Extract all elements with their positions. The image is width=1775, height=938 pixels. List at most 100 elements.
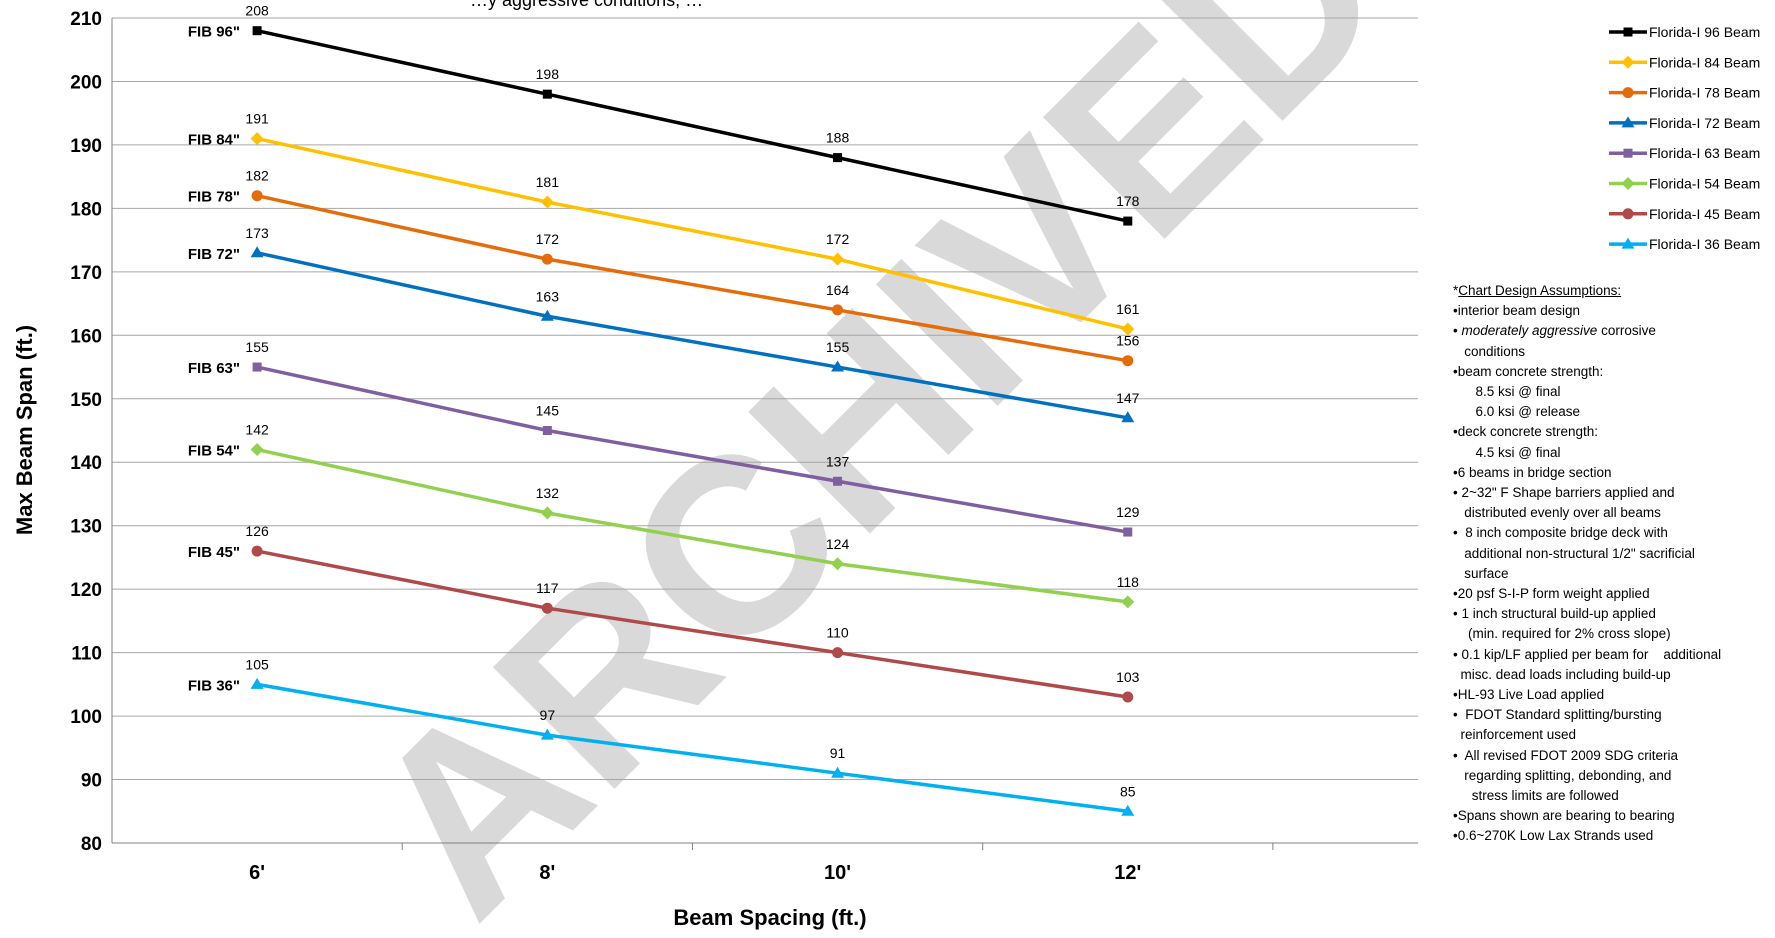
series-line — [256, 365, 1129, 534]
data-point — [831, 252, 845, 266]
data-label: 155 — [245, 339, 269, 355]
data-point — [1123, 216, 1133, 226]
series-line — [256, 136, 1129, 331]
x-axis-title: Beam Spacing (ft.) — [673, 905, 866, 930]
data-label: 181 — [536, 174, 560, 190]
assumption-line: •20 psf S-I-P form weight applied — [1453, 586, 1650, 602]
legend-swatch-marker — [1621, 237, 1635, 249]
data-label: 118 — [1117, 574, 1140, 590]
series-line — [256, 193, 1129, 363]
legend-swatch-marker — [1621, 55, 1635, 69]
legend-swatch-marker — [1623, 27, 1633, 37]
series-direct-label: FIB 36" — [188, 677, 240, 694]
assumptions-list: •interior beam design • moderately aggres… — [1453, 301, 1775, 846]
series-fib-78: 182 172 164 156 — [245, 168, 1140, 367]
assumption-line: •interior beam design — [1453, 303, 1581, 319]
data-label: 147 — [1116, 390, 1140, 406]
data-point — [833, 476, 843, 486]
assumption-line: • 0.1 kip/LF applied per beam for additi… — [1453, 646, 1722, 662]
data-label: 105 — [245, 656, 269, 672]
y-tick-label: 200 — [70, 72, 102, 93]
assumption-line: •Spans shown are bearing to bearing — [1453, 808, 1675, 824]
data-point — [542, 426, 552, 435]
series-line — [256, 251, 1129, 420]
assumption-line: 6.0 ksi @ release — [1453, 404, 1581, 420]
design-assumptions-note: *Chart Design Assumptions: •interior bea… — [1453, 281, 1775, 847]
data-label: 172 — [826, 231, 850, 247]
assumption-line: stress limits are followed — [1453, 788, 1619, 804]
data-point — [250, 677, 264, 689]
data-point — [541, 602, 553, 614]
assumption-line: reinforcement used — [1453, 727, 1577, 743]
series-fib-36: 105 97 91 85 — [245, 656, 1136, 816]
legend-label: Florida-I 54 Beam — [1649, 176, 1760, 192]
legend-item: Florida-I 78 Beam — [1609, 85, 1760, 101]
data-label: 164 — [826, 282, 850, 298]
data-point — [542, 89, 552, 99]
data-point — [540, 728, 554, 740]
data-label: 182 — [245, 168, 269, 184]
y-tick-label: 90 — [81, 771, 102, 792]
y-tick-label: 150 — [70, 390, 102, 411]
data-point — [250, 246, 264, 258]
data-point — [831, 766, 845, 778]
assumption-line: 8.5 ksi @ final — [1453, 384, 1561, 400]
series-fib-72: 173 163 155 147 — [245, 225, 1140, 423]
x-tick-label: 10' — [824, 862, 851, 884]
data-label: 103 — [1116, 669, 1140, 685]
legend-item: Florida-I 54 Beam — [1609, 176, 1760, 192]
assumption-line: •6 beams in bridge section — [1453, 464, 1612, 480]
axes: 80 90 100 110 120 130 140 150 160 170 180 190 200 210… — [70, 9, 1418, 884]
data-point — [252, 362, 262, 372]
series-direct-label: FIB 54" — [188, 443, 240, 460]
assumption-text: corrosive — [1597, 323, 1656, 339]
series-fib-45: 126 117 110 103 — [245, 523, 1140, 703]
series-line — [256, 682, 1129, 814]
data-label: 188 — [826, 130, 850, 146]
legend-label: Florida-I 45 Beam — [1649, 206, 1760, 222]
data-label: 97 — [540, 707, 556, 723]
data-label: 126 — [245, 523, 269, 539]
data-label: 172 — [536, 231, 560, 247]
watermark: ARCHIVED — [315, 0, 1436, 938]
series-group: 2081981881781911811721611821721641561731… — [245, 3, 1140, 816]
legend-item: Florida-I 84 Beam — [1609, 54, 1760, 70]
assumption-line: (min. required for 2% cross slope) — [1453, 626, 1671, 642]
series-direct-label: FIB 63" — [188, 360, 240, 377]
assumption-line: •0.6~270K Low Lax Strands used — [1453, 828, 1654, 844]
legend-label: Florida-I 36 Beam — [1649, 236, 1760, 252]
series-fib-96: 208 198 188 178 — [245, 3, 1140, 226]
data-label: 110 — [826, 625, 849, 641]
legend-item: Florida-I 45 Beam — [1609, 206, 1760, 222]
data-point — [832, 647, 844, 659]
assumptions-heading-text: Chart Design Assumptions: — [1458, 283, 1622, 298]
data-point — [833, 153, 843, 163]
y-tick-label: 100 — [70, 707, 102, 728]
assumption-line: •deck concrete strength: — [1453, 424, 1599, 440]
data-point — [540, 309, 554, 321]
y-tick-label: 170 — [70, 263, 102, 284]
assumption-line: • 8 inch composite bridge deck with — [1453, 525, 1668, 541]
series-labels: FIB 96" FIB 84" FIB 78" FIB 72" FIB 63" FIB 5… — [188, 24, 240, 695]
y-axis-title: Max Beam Span (ft.) — [12, 325, 37, 535]
assumption-line: additional non-structural 1/2" sacrifici… — [1453, 545, 1695, 561]
series-line — [256, 28, 1129, 223]
series-line — [256, 447, 1129, 604]
data-point — [831, 360, 845, 372]
data-label: 91 — [830, 745, 846, 761]
data-point — [1123, 527, 1133, 537]
y-tick-label: 120 — [70, 580, 102, 601]
assumption-line: regarding splitting, debonding, and — [1453, 767, 1672, 783]
data-label: 161 — [1116, 301, 1140, 317]
series-direct-label: FIB 78" — [188, 189, 240, 206]
series-direct-label: FIB 45" — [188, 544, 240, 561]
data-label: 173 — [245, 225, 269, 241]
data-label: 178 — [1116, 193, 1140, 209]
data-label: 156 — [1116, 333, 1140, 349]
data-point — [832, 304, 844, 316]
data-point — [252, 26, 262, 36]
data-point — [1121, 595, 1135, 609]
data-label: 208 — [245, 3, 269, 19]
series-fib-54: 142 132 124 118 — [245, 422, 1139, 609]
